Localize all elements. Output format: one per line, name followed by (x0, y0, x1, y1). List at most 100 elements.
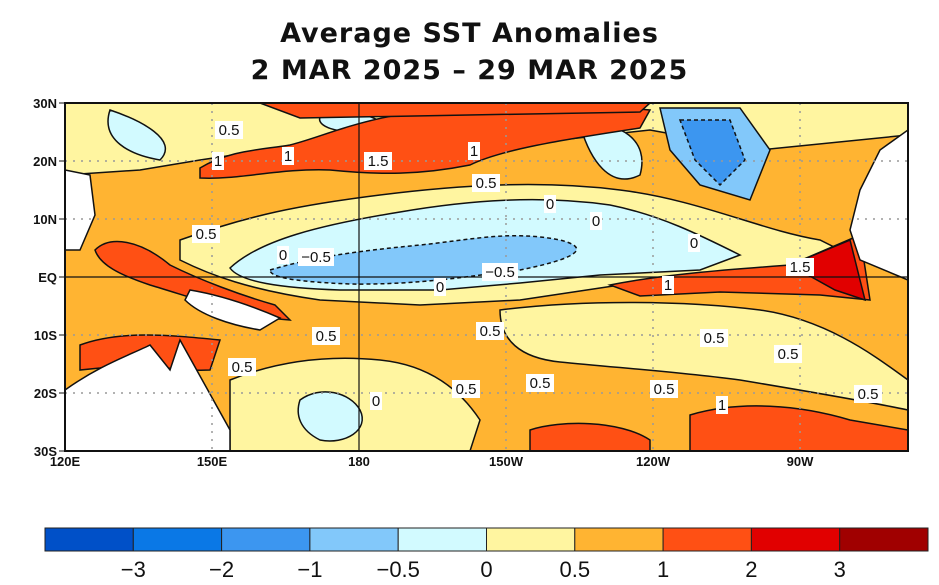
anomaly-region-southeast-warm (529, 405, 908, 451)
contour-label-bg (298, 248, 334, 266)
contour-label: 0.5 (654, 381, 675, 398)
contour-label: 1.5 (368, 153, 389, 170)
lon-tick-label: 120W (636, 454, 671, 469)
contour-label-bg (192, 225, 220, 243)
anomaly-region-north-red-top (259, 103, 652, 119)
contour-label-bg (544, 195, 556, 213)
anomaly-region-peru-strong (788, 238, 867, 302)
contour-label: 0 (592, 213, 600, 230)
contour-label: 0 (690, 235, 698, 252)
contour-label: −0.5 (301, 249, 331, 266)
anomaly-region-south-weak (499, 301, 908, 411)
contour-label: 0 (436, 279, 444, 296)
chart-title: Average SST Anomalies (280, 18, 659, 49)
land-americas (760, 103, 908, 281)
contour-label-bg (476, 322, 504, 340)
colorbar-swatch (397, 527, 488, 552)
contour-label-bg (434, 278, 446, 296)
contour-label-bg (786, 258, 814, 276)
contour-label-bg (312, 327, 340, 345)
contour-label: 0 (279, 247, 287, 264)
lon-tick-label: 150E (197, 454, 228, 469)
contour-label-bg (662, 276, 674, 294)
contour-label: 1.5 (790, 259, 811, 276)
contour-label: 0.5 (480, 323, 501, 340)
contour-label: 0.5 (316, 328, 337, 345)
contour-label: 0.5 (476, 175, 497, 192)
anomaly-region-southwest-cool (297, 391, 363, 442)
lon-tick-label: 120E (50, 454, 81, 469)
contour-label: 0.5 (858, 386, 879, 403)
colorbar-swatch (309, 527, 399, 552)
lat-tick-label: 20S (34, 386, 57, 401)
contour-label-bg (364, 152, 392, 170)
contour-label: 0.5 (704, 330, 725, 347)
lat-tick-label: 10N (33, 212, 57, 227)
contour-label-bg (472, 174, 500, 192)
colorbar-swatch (486, 527, 576, 552)
contour-label-bg (282, 147, 294, 165)
lat-tick-label: 10S (34, 328, 57, 343)
colorbar-swatch (132, 527, 223, 552)
lat-tick-label: 20N (33, 154, 57, 169)
colorbar-label: −0.5 (376, 557, 419, 582)
contour-label: 1 (718, 397, 726, 414)
anomaly-region-east-equatorial-warm (607, 233, 871, 301)
contour-label: 0.5 (778, 346, 799, 363)
lat-tick-label: EQ (38, 270, 57, 285)
contour-label: 0 (546, 196, 554, 213)
contour-label-bg (215, 121, 243, 139)
contour-label: 0.5 (219, 122, 240, 139)
contour-label-bg (452, 380, 480, 398)
colorbar-label: −3 (121, 557, 146, 582)
colorbar-label: −1 (297, 557, 322, 582)
land-philippines (65, 169, 96, 251)
chart-subtitle-dates: 2 MAR 2025 – 29 MAR 2025 (250, 55, 689, 86)
contour-label-bg (212, 152, 224, 170)
contour-label-bg (716, 396, 728, 414)
anomaly-region-north-warm-strong (199, 106, 652, 179)
colorbar-swatch (574, 527, 664, 552)
contour-label-bg (526, 374, 554, 392)
colorbar-label: 2 (745, 557, 757, 582)
colorbar-swatch (221, 527, 311, 552)
contour-label-bg (774, 345, 802, 363)
contour-label: 0.5 (456, 381, 477, 398)
contour-label: 0.5 (196, 226, 217, 243)
lat-tick-label: 30S (34, 444, 57, 459)
land-australia (65, 338, 231, 451)
colorbar-label: 0.5 (560, 557, 591, 582)
lon-tick-label: 180 (348, 454, 370, 469)
colorbar-label: 3 (834, 557, 846, 582)
colorbar-swatch (839, 527, 929, 552)
contour-label-bg (228, 358, 256, 376)
contour-label-bg (277, 246, 289, 264)
contour-label-bg (370, 392, 382, 410)
contour-label-bg (590, 212, 602, 230)
land-new-guinea (184, 289, 282, 331)
contour-label: 1 (470, 143, 478, 160)
contour-label-bg (468, 142, 480, 160)
contour-label-bg (482, 263, 518, 281)
colorbar-label: 1 (657, 557, 669, 582)
lon-tick-label: 150W (489, 454, 524, 469)
colorbar-label: 0 (480, 557, 492, 582)
contour-label-bg (650, 380, 678, 398)
colorbar-swatch (750, 527, 841, 552)
contour-label: −0.5 (485, 264, 515, 281)
colorbar-swatch (44, 527, 134, 552)
contour-label: 0.5 (232, 359, 253, 376)
colorbar-swatch (662, 527, 752, 552)
contour-label: 1 (664, 277, 672, 294)
contour-label-bg (700, 329, 728, 347)
contour-label-bg (854, 385, 882, 403)
contour-label: 0 (372, 393, 380, 410)
contour-label: 1 (214, 153, 222, 170)
contour-label-bg (688, 234, 700, 252)
lat-tick-label: 30N (33, 96, 57, 111)
contour-label: 0.5 (530, 375, 551, 392)
colorbar-label: −2 (209, 557, 234, 582)
anomaly-region-northeast-colder (678, 119, 746, 187)
contour-label: 1 (284, 148, 292, 165)
